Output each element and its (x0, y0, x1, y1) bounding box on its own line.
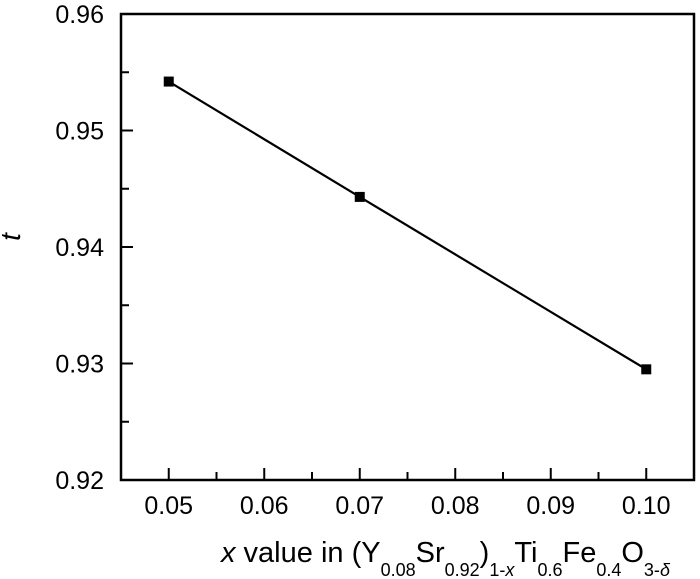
data-point-marker (354, 191, 365, 202)
y-tick-label: 0.95 (55, 117, 104, 145)
x-axis-label-subscript: 0.92 (445, 560, 480, 579)
x-tick-label: 0.10 (622, 492, 671, 520)
x-tick-label: 0.06 (240, 492, 289, 520)
x-axis-label: x value in (Y0.08Sr0.92)1-xTi0.6Fe0.4O3-… (219, 537, 671, 579)
x-axis-label-subscript: 0.4 (596, 560, 621, 579)
x-axis-label-subscript: 0.6 (537, 560, 562, 579)
x-axis-label-subscript: 0.08 (381, 560, 416, 579)
x-axis-label-subscript: x (504, 560, 515, 579)
x-axis-label-segment: ) (480, 537, 490, 569)
x-tick-label: 0.07 (335, 492, 384, 520)
x-tick-label: 0.08 (431, 492, 480, 520)
x-axis-label-segment: Ti (514, 537, 537, 569)
data-point-marker (163, 76, 174, 87)
y-tick-label: 0.96 (55, 1, 104, 29)
x-axis-label-segment: O (621, 537, 644, 569)
x-axis-label-subscript: 1- (489, 560, 505, 579)
y-tick-label: 0.92 (55, 467, 104, 495)
x-axis-label-subscript: δ (660, 560, 671, 579)
y-axis-label: t (0, 232, 26, 241)
x-axis-label-segment: Sr (416, 537, 445, 569)
y-tick-label: 0.94 (55, 234, 104, 262)
data-point-marker (641, 364, 652, 375)
x-tick-label: 0.05 (144, 492, 193, 520)
x-axis-label-segment: x (219, 537, 237, 569)
y-tick-label: 0.93 (55, 350, 104, 378)
x-axis-label-segment: value in (Y (236, 537, 381, 569)
x-tick-label: 0.09 (526, 492, 575, 520)
plot-frame (119, 12, 696, 482)
x-axis-label-segment: Fe (562, 537, 596, 569)
x-axis-label-subscript: 3- (644, 560, 660, 579)
